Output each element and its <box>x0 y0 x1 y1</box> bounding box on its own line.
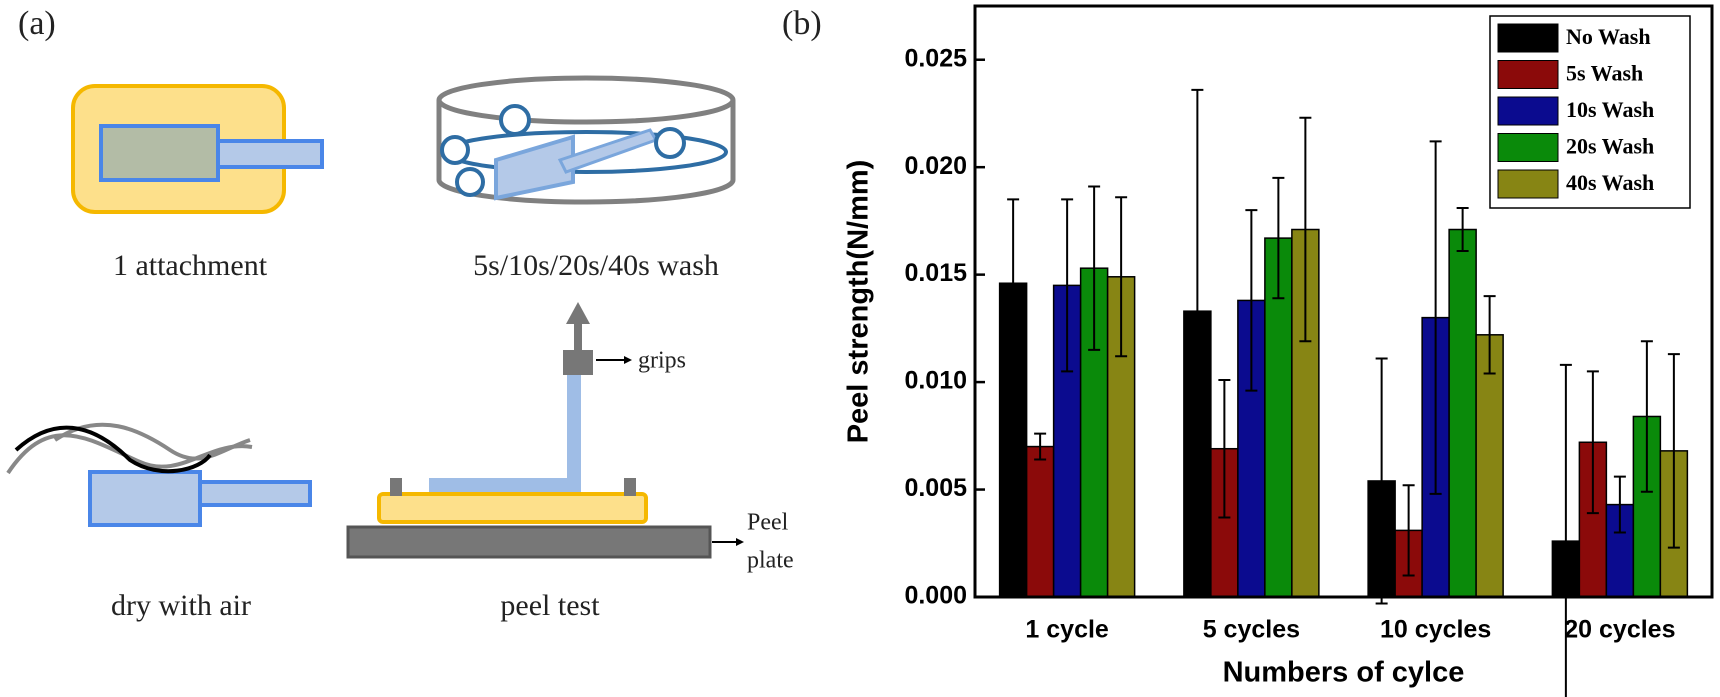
legend-label: No Wash <box>1566 24 1651 49</box>
diagram: (a) (b) 1 attachment 5s/10s/20s/40s wash <box>6 5 822 622</box>
wash-bowl <box>436 75 736 205</box>
legend-label: 5s Wash <box>1566 61 1643 86</box>
step-label: 5s/10s/20s/40s wash <box>473 249 719 282</box>
chart: 0.000 0.005 0.010 0.015 0.020 0.025 1 cycle 5 c… <box>843 4 1714 697</box>
error-bar <box>1375 357 1388 605</box>
x-tick-label: 20 cycles <box>1564 616 1675 644</box>
x-tick-label: 5 cycles <box>1203 616 1300 644</box>
y-axis-title: Peel strength(N/mm) <box>843 160 875 444</box>
error-bar <box>1559 363 1572 697</box>
tab <box>567 372 581 492</box>
step-label: dry with air <box>111 589 251 622</box>
error-bar <box>1402 484 1415 577</box>
y-tick-label: 0.025 <box>904 44 967 72</box>
legend-label: 40s Wash <box>1566 170 1654 195</box>
bubbles <box>440 104 686 197</box>
error-bar <box>1007 198 1020 369</box>
fabric <box>377 492 648 524</box>
error-bar <box>1483 295 1496 375</box>
annotation: plate <box>747 548 794 574</box>
error-bar <box>1088 185 1101 351</box>
arrow-head <box>566 302 590 324</box>
sample <box>99 124 220 182</box>
sample <box>494 134 575 201</box>
step-label: 1 attachment <box>113 249 268 282</box>
plate <box>346 525 712 559</box>
grips <box>563 350 593 375</box>
error-bar <box>1061 198 1074 373</box>
y-tick-label: 0.020 <box>904 152 967 180</box>
error-bar <box>1245 209 1258 392</box>
y-tick-label: 0.015 <box>904 259 967 287</box>
bar <box>1025 445 1055 598</box>
error-bar <box>1456 207 1469 252</box>
tab <box>216 139 324 169</box>
tab <box>198 480 312 507</box>
x-axis-title: Numbers of cylce <box>1223 657 1465 689</box>
plot-frame <box>973 4 1714 599</box>
legend-swatch <box>1497 133 1559 162</box>
air-flow <box>6 422 253 475</box>
error-bar <box>1218 378 1231 519</box>
pointer-head <box>624 356 632 364</box>
step-label: peel test <box>500 589 600 622</box>
error-bar <box>1191 88 1204 534</box>
legend-label: 20s Wash <box>1566 134 1654 159</box>
y-tick-label: 0.000 <box>904 582 967 610</box>
legend-swatch <box>1497 169 1559 199</box>
sample <box>429 478 580 492</box>
error-bar <box>1299 116 1312 343</box>
x-tick-label: 1 cycle <box>1025 616 1109 644</box>
error-bar <box>1613 475 1626 534</box>
error-bar <box>1272 176 1285 300</box>
pointer-head <box>736 538 744 546</box>
legend-label: 10s Wash <box>1566 97 1654 122</box>
clamp <box>390 478 402 496</box>
error-bar <box>1034 432 1047 461</box>
bar <box>1475 334 1504 598</box>
y-tick-label: 0.005 <box>904 474 967 502</box>
y-tick-label: 0.010 <box>904 367 967 395</box>
legend-swatch <box>1497 23 1559 53</box>
error-bar <box>1667 353 1680 549</box>
panel-label: (b) <box>782 5 822 42</box>
annotation: Peel <box>747 510 789 536</box>
error-bar <box>1586 370 1599 515</box>
clamp <box>624 478 636 496</box>
annotation: grips <box>638 348 686 374</box>
error-bar <box>1115 196 1128 358</box>
sample <box>88 470 202 527</box>
legend-swatch <box>1497 96 1559 126</box>
bar <box>1448 228 1477 598</box>
error-bar <box>1429 140 1442 495</box>
legend-swatch <box>1497 60 1559 89</box>
error-bar <box>1640 340 1653 493</box>
panel-label: (a) <box>18 5 56 42</box>
x-tick-label: 10 cycles <box>1380 616 1491 644</box>
